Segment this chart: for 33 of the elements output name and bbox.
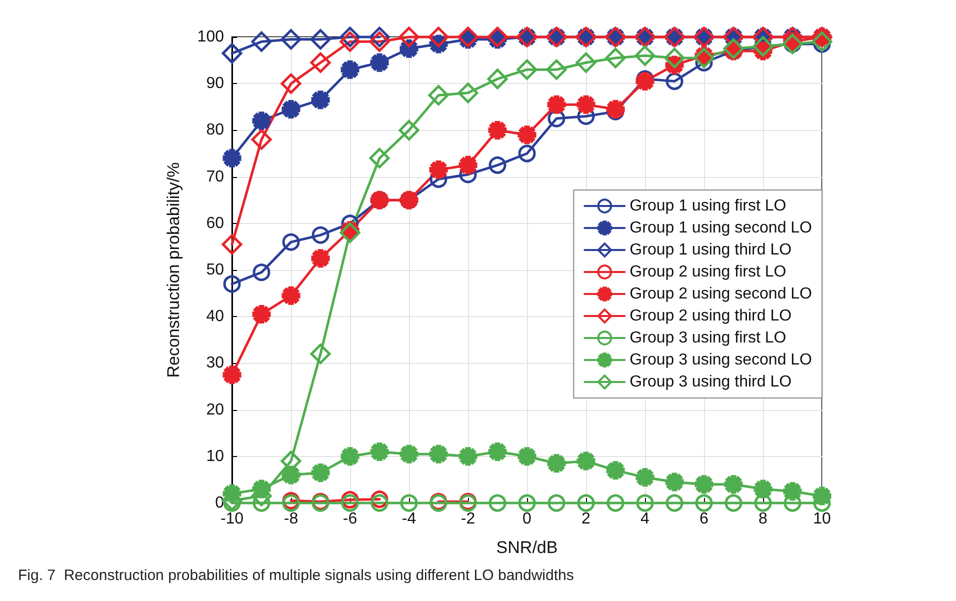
y-tick-label: 30	[206, 354, 224, 372]
y-tick-label: 70	[206, 168, 224, 186]
x-tick-label: 0	[522, 510, 532, 528]
x-tick-label: 4	[640, 510, 650, 528]
y-axis-title: Reconstruction probability/%	[164, 162, 183, 378]
y-tick-label: 50	[206, 262, 224, 278]
legend-label: Group 3 using third LO	[630, 374, 792, 390]
legend-label: Group 1 using second LO	[630, 220, 812, 236]
x-tick-label: -4	[402, 510, 416, 528]
x-tick-label: 10	[813, 510, 831, 528]
legend-label: Group 2 using third LO	[630, 308, 792, 324]
y-tick-label: 10	[206, 448, 224, 465]
caption: Fig. 7 Reconstruction probabilities of multiple signals using different LO bandwidths	[18, 567, 574, 584]
legend-label: Group 1 using first LO	[630, 198, 786, 214]
y-tick-label: 100	[197, 28, 224, 46]
x-tick-label: -8	[284, 510, 298, 528]
legend-label: Group 2 using second LO	[630, 286, 812, 302]
x-tick-label: -2	[460, 510, 476, 528]
y-tick-label: 40	[206, 308, 224, 326]
x-tick-label: -10	[220, 510, 244, 528]
legend-label: Group 1 using third LO	[630, 242, 792, 258]
x-tick-label: 2	[582, 510, 591, 528]
y-tick-label: 20	[206, 401, 224, 418]
x-tick-label: -6	[342, 510, 358, 528]
legend-label: Group 2 using first LO	[630, 264, 786, 280]
y-tick-label: 90	[206, 75, 224, 92]
x-axis-title: SNR/dB	[496, 538, 558, 557]
x-tick-label: 8	[758, 510, 768, 528]
legend-label: Group 3 using second LO	[630, 352, 812, 368]
x-tick-label: 6	[700, 510, 709, 528]
y-tick-label: 80	[206, 122, 224, 139]
y-tick-label: 60	[206, 214, 224, 232]
legend-label: Group 3 using first LO	[630, 330, 786, 346]
